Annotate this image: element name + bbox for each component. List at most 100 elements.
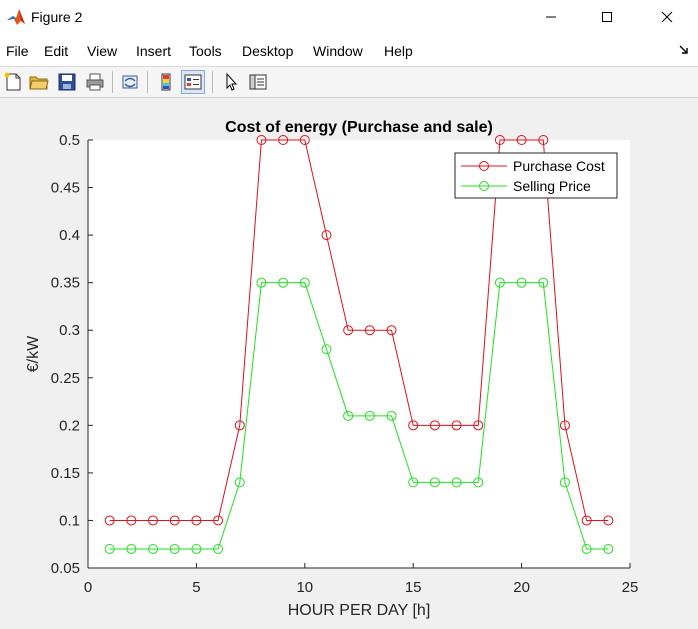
y-tick-label: 0.45 — [51, 180, 80, 197]
data-point — [538, 277, 549, 288]
y-tick-label: 0.3 — [59, 322, 80, 339]
data-point — [538, 135, 549, 145]
x-tick-label: 5 — [192, 579, 200, 596]
toolbar-separator — [147, 71, 148, 93]
data-point — [559, 420, 570, 431]
new-figure-button[interactable] — [1, 70, 25, 94]
plot-area — [88, 140, 630, 568]
data-point — [473, 477, 484, 488]
menu-help[interactable]: Help — [384, 43, 413, 59]
x-tick-label: 25 — [622, 579, 639, 596]
data-point — [321, 230, 332, 241]
series-selling-price — [104, 277, 614, 554]
x-tick-label: 10 — [296, 579, 313, 596]
series-purchase-cost — [104, 135, 614, 526]
print-button[interactable] — [83, 70, 107, 94]
pointer-icon — [226, 72, 238, 91]
x-tick-label: 20 — [513, 579, 530, 596]
y-tick-label: 0.4 — [59, 227, 80, 244]
x-axis-label: HOUR PER DAY [h] — [288, 602, 431, 619]
series-line — [109, 282, 609, 550]
data-point — [126, 543, 137, 554]
data-point — [386, 325, 397, 336]
menu-edit[interactable]: Edit — [44, 43, 69, 59]
axis-ticks: 0 5 10 15 20 25 0.05 0.1 0.15 0.2 0.25 0.3 0.35 0.4 0.… — [51, 132, 639, 596]
data-point — [299, 277, 310, 288]
axes — [87, 140, 630, 569]
maximize-icon — [602, 12, 612, 22]
data-point — [343, 410, 354, 421]
data-point — [104, 515, 115, 526]
legend-button[interactable] — [181, 70, 205, 94]
menu-view[interactable]: View — [87, 43, 118, 59]
data-point — [256, 135, 267, 145]
close-button[interactable] — [644, 0, 690, 34]
property-inspector-button[interactable] — [246, 70, 270, 94]
y-tick-label: 0.25 — [51, 370, 80, 387]
minimize-button[interactable] — [528, 0, 574, 34]
figure-toolbar — [0, 67, 698, 98]
legend-icon — [184, 74, 202, 90]
data-point — [104, 543, 115, 554]
legend[interactable]: Purchase Cost Selling Price — [454, 152, 618, 199]
dock-arrow-icon[interactable] — [678, 44, 690, 59]
save-button[interactable] — [55, 70, 79, 94]
menu-insert[interactable]: Insert — [136, 43, 172, 59]
line-chart: 0 5 10 15 20 25 0.05 0.1 0.15 0.2 0.25 0.3 0.35 0.4 0.… — [25, 119, 639, 619]
data-point — [169, 515, 180, 526]
data-point — [516, 135, 527, 145]
data-point — [603, 543, 614, 554]
data-point — [408, 420, 419, 431]
x-tick-label: 15 — [405, 579, 422, 596]
open-file-button[interactable] — [27, 70, 51, 94]
data-point — [148, 543, 159, 554]
x-tick-label: 0 — [84, 579, 92, 596]
colorbar-icon — [161, 73, 171, 91]
menu-bar: File Edit View Insert Tools Desktop Wind… — [0, 36, 698, 67]
data-point — [451, 477, 462, 488]
figure-canvas: 0 5 10 15 20 25 0.05 0.1 0.15 0.2 0.25 0.3 0.35 0.4 0.… — [0, 98, 698, 624]
title-bar: Figure 2 — [0, 0, 698, 36]
y-tick-label: 0.05 — [51, 560, 80, 577]
data-point — [581, 543, 592, 554]
data-point — [148, 515, 159, 526]
colorbar-button[interactable] — [154, 70, 178, 94]
data-point — [343, 325, 354, 336]
window-title: Figure 2 — [31, 9, 83, 25]
menu-desktop[interactable]: Desktop — [242, 43, 294, 59]
data-point — [386, 410, 397, 421]
data-point — [321, 344, 332, 355]
maximize-button[interactable] — [584, 0, 630, 34]
data-point — [429, 420, 440, 431]
data-point — [429, 477, 440, 488]
data-point — [494, 277, 505, 288]
data-point — [494, 135, 505, 145]
y-axis-label: €/kW — [25, 335, 42, 372]
new-figure-icon — [4, 72, 21, 91]
data-point — [126, 515, 137, 526]
data-point — [473, 420, 484, 431]
menu-window[interactable]: Window — [313, 43, 363, 59]
link-plot-button[interactable] — [118, 70, 142, 94]
edit-plot-button[interactable] — [219, 70, 243, 94]
legend-marker — [479, 161, 489, 171]
data-point — [169, 543, 180, 554]
data-point — [191, 543, 202, 554]
matlab-logo-icon — [6, 7, 26, 27]
property-inspector-icon — [249, 74, 267, 90]
link-plot-icon — [122, 75, 138, 89]
data-series — [104, 135, 614, 554]
series-line — [109, 139, 609, 521]
legend-marker — [479, 181, 489, 191]
open-file-icon — [29, 76, 49, 90]
menu-file[interactable]: File — [6, 43, 29, 59]
data-point — [408, 477, 419, 488]
close-icon — [661, 11, 673, 23]
data-point — [603, 515, 614, 526]
legend-label: Purchase Cost — [513, 158, 605, 174]
menu-tools[interactable]: Tools — [189, 43, 222, 59]
data-point — [213, 515, 224, 526]
print-icon — [86, 73, 104, 91]
data-point — [191, 515, 202, 526]
y-tick-label: 0.15 — [51, 465, 80, 482]
